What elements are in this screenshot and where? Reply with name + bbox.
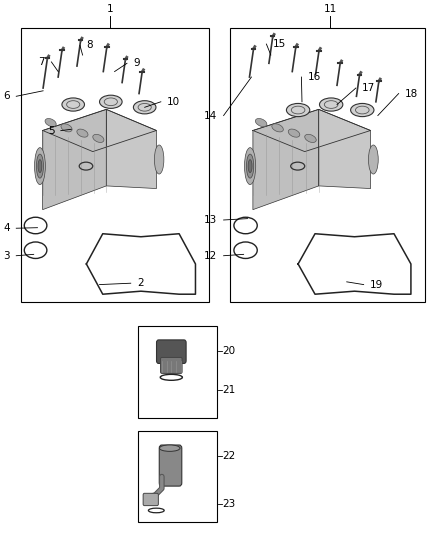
Ellipse shape	[255, 118, 267, 127]
Ellipse shape	[350, 103, 374, 117]
Bar	[138, 326, 217, 418]
Polygon shape	[106, 109, 156, 189]
Ellipse shape	[286, 103, 310, 117]
Ellipse shape	[244, 148, 256, 184]
Ellipse shape	[35, 148, 46, 184]
Ellipse shape	[61, 124, 72, 132]
Ellipse shape	[247, 154, 254, 178]
Ellipse shape	[134, 101, 156, 114]
Text: 4: 4	[3, 223, 10, 233]
FancyBboxPatch shape	[143, 494, 159, 506]
Text: 13: 13	[204, 215, 217, 225]
Ellipse shape	[288, 129, 300, 137]
Text: 6: 6	[3, 91, 10, 101]
Ellipse shape	[154, 145, 164, 174]
FancyBboxPatch shape	[156, 340, 186, 364]
Text: 10: 10	[167, 97, 180, 107]
Ellipse shape	[93, 134, 104, 142]
Text: 11: 11	[324, 4, 337, 14]
Text: 1: 1	[107, 4, 113, 14]
Text: 21: 21	[223, 385, 236, 395]
Text: 18: 18	[405, 88, 418, 99]
FancyBboxPatch shape	[159, 445, 182, 486]
Ellipse shape	[36, 154, 43, 178]
Text: 2: 2	[137, 278, 144, 288]
Polygon shape	[319, 109, 371, 189]
Polygon shape	[253, 109, 371, 151]
Ellipse shape	[305, 134, 316, 142]
Ellipse shape	[62, 98, 85, 111]
Bar	[230, 28, 424, 302]
Text: 8: 8	[86, 41, 93, 51]
Bar	[138, 431, 217, 522]
Text: 16: 16	[308, 72, 321, 82]
Polygon shape	[42, 109, 106, 209]
Text: 9: 9	[134, 58, 140, 68]
Text: 23: 23	[223, 499, 236, 509]
FancyBboxPatch shape	[161, 358, 182, 374]
Text: 5: 5	[48, 126, 54, 136]
Text: 20: 20	[223, 346, 236, 356]
Text: 17: 17	[362, 83, 375, 93]
Text: 19: 19	[370, 280, 383, 289]
Text: 3: 3	[3, 251, 10, 261]
Ellipse shape	[159, 445, 180, 451]
Bar	[21, 28, 208, 302]
Ellipse shape	[248, 160, 252, 173]
Ellipse shape	[45, 118, 56, 127]
Text: 22: 22	[223, 451, 236, 462]
Ellipse shape	[99, 95, 122, 108]
Ellipse shape	[272, 124, 283, 132]
Ellipse shape	[77, 129, 88, 137]
Text: 14: 14	[204, 110, 217, 120]
Text: 7: 7	[39, 57, 45, 67]
Polygon shape	[42, 109, 156, 151]
Text: 15: 15	[273, 39, 286, 49]
Ellipse shape	[319, 98, 343, 111]
Ellipse shape	[368, 145, 378, 174]
Polygon shape	[253, 109, 319, 209]
Text: 12: 12	[204, 251, 217, 261]
Ellipse shape	[38, 160, 42, 173]
